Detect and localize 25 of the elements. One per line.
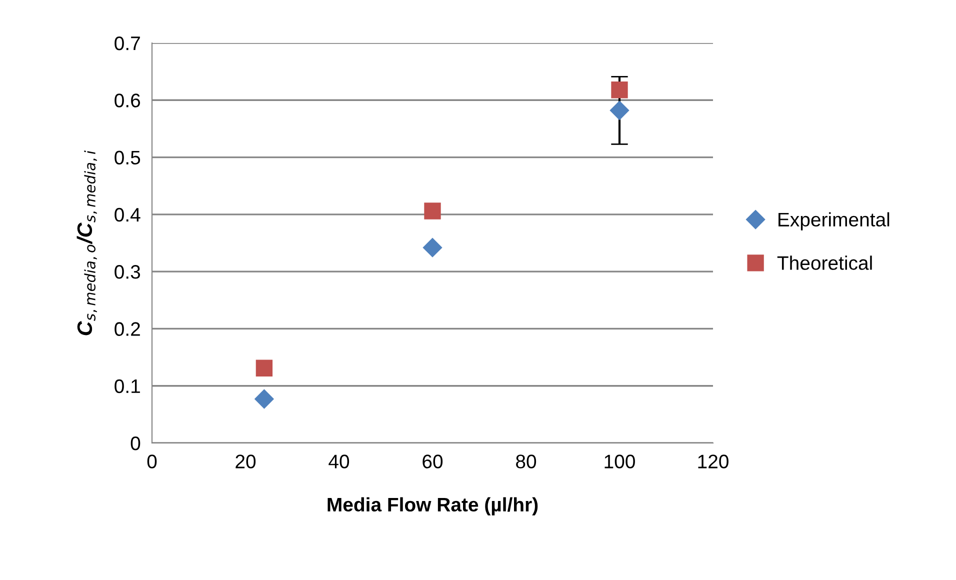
legend-label: Experimental (778, 212, 890, 230)
x-tick-label: 100 (604, 454, 635, 468)
y-tick-label: 0.1 (114, 379, 140, 394)
point (424, 202, 441, 220)
point (611, 82, 628, 98)
y-tick-label: 0.6 (114, 94, 140, 108)
x-tick-label: 80 (516, 454, 536, 468)
y-tick-label: 0.7 (114, 36, 140, 50)
x-axis-title: Media Flow Rate (µl/hr) (328, 497, 538, 516)
point (422, 238, 442, 258)
x-tick-label: 40 (328, 454, 350, 468)
point (254, 389, 274, 409)
y-tick-label: 0 (130, 436, 140, 450)
y-axis-title: C$_{s,media,o}$/C$_{s,media,i}$ (76, 150, 97, 336)
y-tick-label: 0.5 (114, 150, 140, 165)
x-tick-label: 120 (698, 454, 728, 468)
x-tick-label: 60 (422, 454, 443, 468)
point (610, 100, 630, 120)
y-tick-label: 0.4 (114, 208, 140, 222)
y-tick-label: 0.3 (114, 265, 140, 279)
legend-label: Theoretical (777, 256, 872, 270)
x-tick-label: 20 (236, 454, 256, 468)
y-tick-label: 0.2 (114, 322, 140, 336)
x-tick-label: 0 (147, 454, 157, 468)
point (256, 360, 273, 376)
